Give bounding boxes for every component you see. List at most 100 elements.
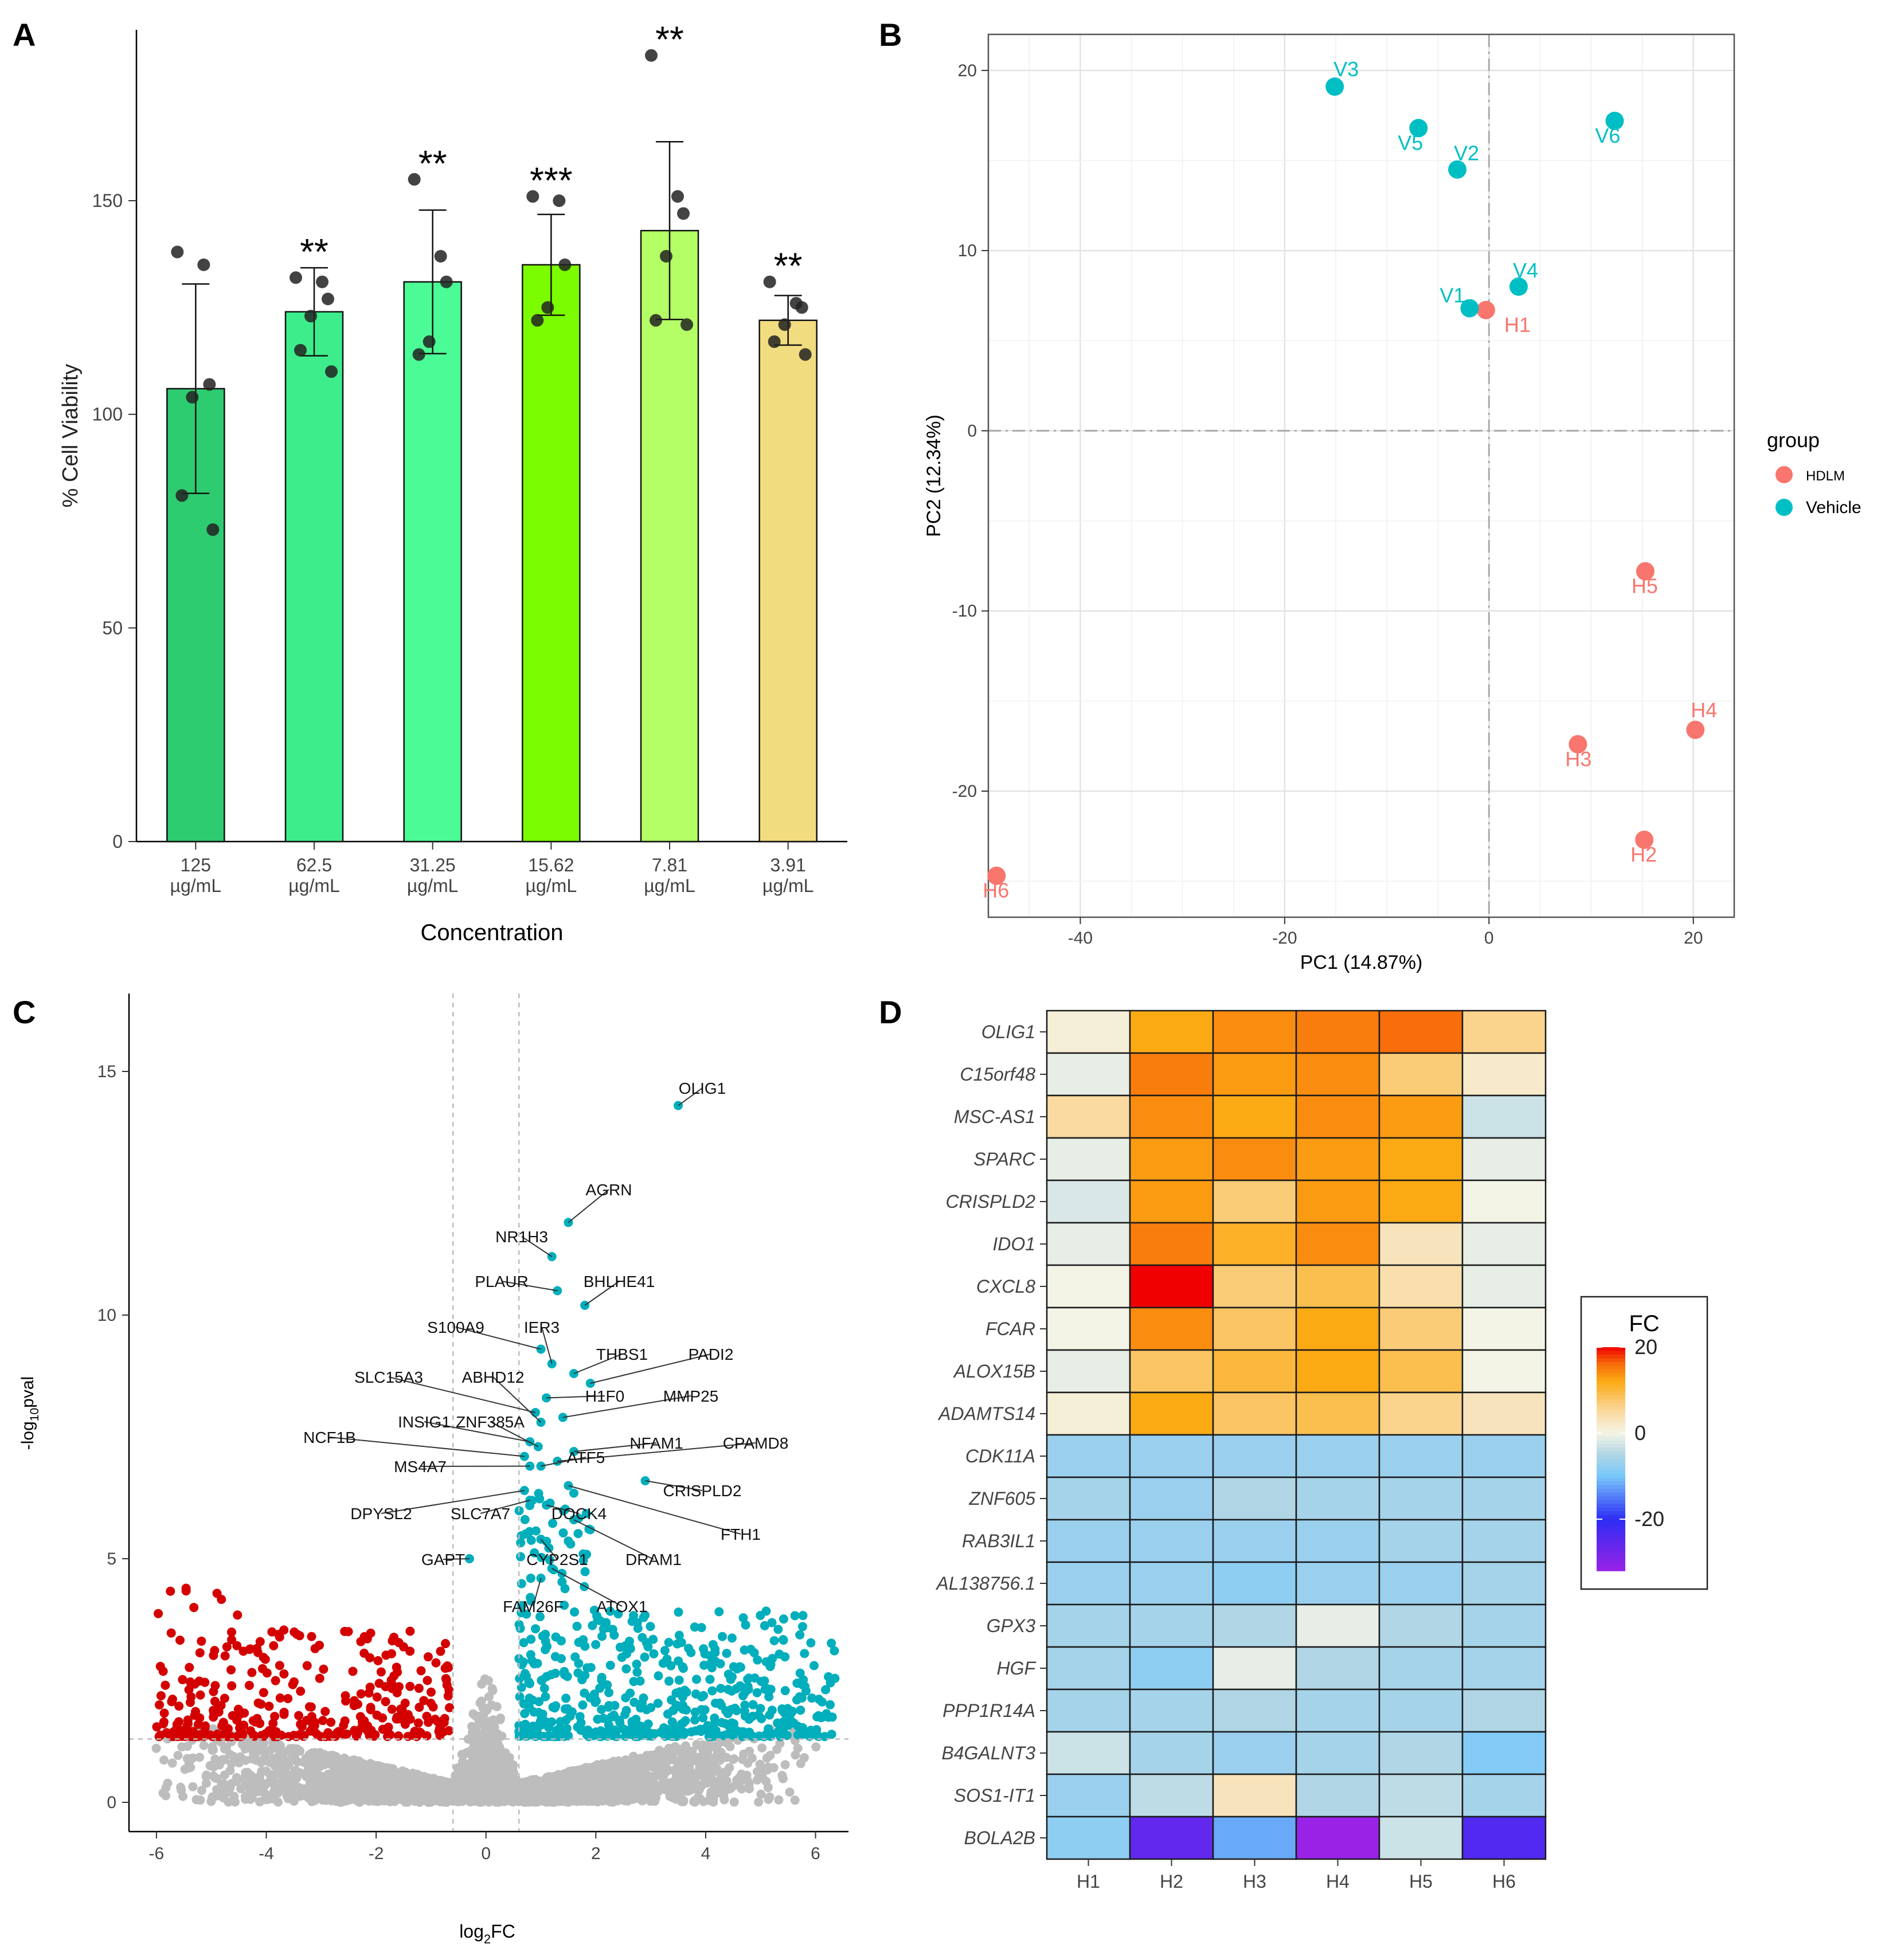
gene-point-up bbox=[740, 1688, 750, 1697]
row-label: GPX3 bbox=[987, 1615, 1036, 1636]
heatmap-cell bbox=[1295, 1519, 1380, 1563]
heatmap-cell bbox=[1461, 1476, 1547, 1521]
sample-point bbox=[1460, 299, 1479, 318]
heatmap-cell bbox=[1295, 1731, 1380, 1775]
y-axis-title-subscript: 10 bbox=[28, 1408, 41, 1421]
gene-point-ns bbox=[488, 1794, 498, 1803]
gene-point-ns bbox=[373, 1769, 382, 1778]
gene-point-ns bbox=[690, 1775, 700, 1785]
gene-point-up bbox=[706, 1658, 715, 1668]
gene-point-down bbox=[264, 1701, 274, 1711]
gene-point-down bbox=[431, 1658, 441, 1668]
gene-label-connector bbox=[455, 1327, 541, 1350]
gene-point-up bbox=[798, 1611, 808, 1621]
data-point bbox=[763, 275, 776, 288]
gene-point-down bbox=[423, 1676, 432, 1685]
legend-gradient-band bbox=[1597, 1466, 1625, 1471]
gene-point-up bbox=[707, 1686, 717, 1696]
gene-point-up bbox=[519, 1638, 529, 1648]
gene-point-down bbox=[186, 1692, 196, 1701]
gene-point-up bbox=[569, 1488, 578, 1498]
gene-label: PADI2 bbox=[689, 1345, 734, 1363]
data-point bbox=[440, 275, 453, 288]
gene-point-ns bbox=[373, 1797, 382, 1806]
gene-point-ns bbox=[295, 1768, 305, 1778]
heatmap-cell bbox=[1129, 1010, 1214, 1054]
gene-point-down bbox=[255, 1719, 265, 1728]
gene-label: SLC7A7 bbox=[451, 1505, 510, 1523]
gene-point-up bbox=[609, 1630, 619, 1640]
heatmap-cell bbox=[1378, 1179, 1464, 1224]
legend-gradient-band bbox=[1597, 1399, 1625, 1404]
gene-point-ns bbox=[283, 1761, 293, 1770]
gene-point-ns bbox=[671, 1773, 681, 1782]
gene-point-ns bbox=[600, 1776, 609, 1786]
heatmap-cell bbox=[1295, 1561, 1380, 1606]
gene-point-up bbox=[633, 1623, 643, 1633]
x-tick-label: 62.5 bbox=[296, 855, 332, 875]
legend-gradient-band bbox=[1597, 1373, 1625, 1378]
gene-point-ns bbox=[429, 1789, 439, 1798]
gene-point-down bbox=[445, 1703, 455, 1712]
gene-point-ns bbox=[570, 1794, 580, 1804]
heatmap-cell bbox=[1046, 1264, 1131, 1309]
gene-label: FAM26F bbox=[503, 1598, 564, 1615]
gene-point-ns bbox=[775, 1739, 785, 1748]
gene-point-ns bbox=[414, 1790, 424, 1800]
gene-point-up bbox=[528, 1722, 538, 1731]
gene-point-down bbox=[416, 1666, 426, 1676]
y-axis-title: PC2 (12.34%) bbox=[923, 414, 945, 537]
data-point bbox=[778, 318, 791, 331]
gene-point-up bbox=[696, 1727, 706, 1736]
gene-point-up bbox=[674, 1607, 683, 1617]
legend-gradient-band bbox=[1597, 1362, 1625, 1367]
gene-point-ns bbox=[600, 1785, 610, 1795]
bar-chart-panel: 050100150125µg/mL**62.5µg/mL**31.25µg/mL… bbox=[58, 19, 847, 945]
data-point bbox=[671, 190, 684, 203]
gene-point-up bbox=[632, 1667, 642, 1677]
gene-point-up bbox=[676, 1638, 686, 1648]
gene-point-ns bbox=[718, 1752, 728, 1762]
heatmap-cell bbox=[1378, 1094, 1464, 1139]
heatmap-cell bbox=[1378, 1519, 1464, 1563]
gene-point-down bbox=[268, 1719, 278, 1728]
gene-label: CRISPLD2 bbox=[663, 1482, 742, 1500]
non-significant-genes bbox=[151, 1674, 821, 1807]
gene-point-up bbox=[679, 1718, 689, 1728]
gene-point-down bbox=[444, 1726, 454, 1736]
gene-point-down bbox=[326, 1718, 336, 1727]
gene-point-down bbox=[315, 1673, 324, 1683]
heatmap-cell bbox=[1212, 1222, 1297, 1266]
row-label: ALOX15B bbox=[953, 1361, 1035, 1382]
gene-point-down bbox=[308, 1721, 318, 1731]
gene-point-ns bbox=[199, 1740, 209, 1750]
gene-point-up bbox=[620, 1709, 630, 1719]
heatmap-cell bbox=[1378, 1264, 1464, 1309]
gene-point-down bbox=[175, 1636, 185, 1645]
gene-point-up bbox=[817, 1712, 827, 1722]
gene-point-ns bbox=[639, 1777, 648, 1786]
gene-point-ns bbox=[443, 1781, 452, 1790]
x-axis-title-tail: FC bbox=[491, 1921, 515, 1942]
heatmap-cell bbox=[1461, 1094, 1547, 1139]
gene-point-ns bbox=[460, 1760, 470, 1770]
gene-point-up bbox=[597, 1705, 607, 1715]
gene-point-ns bbox=[578, 1794, 588, 1803]
gene-point-ns bbox=[241, 1769, 251, 1779]
legend-gradient-band bbox=[1597, 1511, 1625, 1516]
gene-point-up bbox=[542, 1641, 552, 1651]
gene-point-up bbox=[586, 1662, 596, 1672]
gene-point-down bbox=[387, 1684, 397, 1693]
legend-gradient-band bbox=[1597, 1425, 1625, 1430]
heatmap-cell bbox=[1461, 1052, 1547, 1097]
gene-point-ns bbox=[350, 1761, 359, 1771]
legend-gradient-band bbox=[1597, 1556, 1625, 1560]
gene-label: DPYSL2 bbox=[350, 1505, 412, 1523]
gene-point-down bbox=[296, 1719, 306, 1729]
gene-point-ns bbox=[484, 1692, 494, 1701]
gene-point-up bbox=[780, 1721, 789, 1731]
data-point bbox=[768, 335, 781, 349]
gene-point-ns bbox=[627, 1765, 636, 1775]
gene-point-ns bbox=[386, 1797, 396, 1806]
gene-point-ns bbox=[600, 1791, 609, 1801]
